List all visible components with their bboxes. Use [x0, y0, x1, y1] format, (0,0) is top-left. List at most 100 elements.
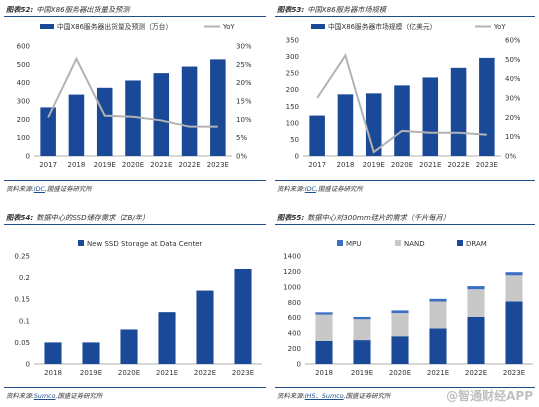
legend-label-line: YoY: [493, 23, 506, 31]
legend-swatch: [78, 240, 84, 246]
y2-tick-label: 60%: [505, 37, 521, 45]
y-tick-label: 1200: [283, 268, 301, 276]
bar: [196, 290, 214, 364]
bar: [365, 93, 382, 156]
bar: [422, 77, 439, 156]
source-rule: [275, 387, 535, 388]
bar-mpu: [391, 310, 409, 314]
y2-tick-label: 50%: [505, 56, 521, 64]
bar: [181, 66, 198, 156]
chart-title-55: 图表55: 数据中心对300mm硅片的需求（千片每月）: [277, 213, 450, 222]
y-tick-label: 200: [286, 86, 299, 94]
x-tick-label: 2018: [337, 161, 355, 169]
x-tick-label: 2021E: [419, 161, 441, 169]
x-tick-label: 2023E: [476, 161, 498, 169]
chart-54: 0 0.05 0.1 0.15 0.2 0.25 2018 2019E 2020E 2021E 20…: [14, 240, 262, 377]
legend-swatch: [457, 240, 463, 246]
legend-swatch-bar: [311, 24, 325, 29]
bar-dram: [429, 328, 447, 364]
chart-title-54: 图表54: 数据中心的SSD储存需求（ZB/年）: [6, 213, 150, 222]
bar-mpu: [429, 298, 447, 302]
x-tick-label: 2017: [308, 161, 326, 169]
y-tick-label: 400: [288, 330, 301, 338]
title-rule: [275, 16, 535, 17]
chart-source-53: 资料来源:IDC,国盛证券研究所: [277, 185, 363, 193]
y2-tick-label: 30%: [505, 95, 521, 103]
bar-nand: [353, 319, 371, 341]
bar-dram: [391, 336, 409, 364]
chart-52: 0 100 200 300 400 500 600 0% 5% 10% 15% 20% 25% 30% 20…: [17, 22, 252, 169]
y2-tick-label: 0%: [505, 153, 516, 161]
y-tick-label: 800: [288, 299, 301, 307]
bar: [40, 107, 56, 156]
bar-dram: [353, 340, 371, 364]
x-tick-label: 2023E: [232, 369, 254, 377]
y-tick-label: 100: [17, 134, 30, 142]
x-tick-label: 2022E: [194, 369, 216, 377]
chart-53: 0 50 100 150 200 250 300 350 0% 10% 20% 30% 40% 50% 60…: [286, 22, 521, 169]
y2-tick-label: 10%: [505, 133, 521, 141]
bar-mpu: [315, 312, 333, 315]
watermark: @智通财经APP: [446, 389, 533, 403]
x-tick-label: 2019E: [94, 161, 116, 169]
y2-tick-label: 10%: [236, 116, 252, 124]
bar: [68, 94, 85, 156]
bar: [125, 80, 141, 156]
bar-nand: [505, 275, 523, 302]
x-tick-label: 2022E: [178, 161, 200, 169]
bar: [120, 329, 138, 364]
chart-55: 0 200 400 600 800 1000 1200 1400 2018 2019E 2020E 2…: [283, 240, 533, 377]
y-tick-label: 100: [286, 119, 299, 127]
bar-dram: [467, 316, 485, 364]
chart-panel-52: 图表52: 中国X86服务器出货量及预测 0 100 200 300 400 500 600 0…: [0, 0, 268, 198]
y-tick-label: 1000: [283, 283, 301, 291]
source-rule: [275, 180, 535, 181]
y-tick-label: 0.05: [14, 339, 30, 347]
y2-tick-label: 15%: [236, 98, 252, 106]
x-tick-label: 2020E: [118, 369, 140, 377]
x-tick-label: 2023E: [207, 161, 229, 169]
yoy-line: [316, 53, 487, 154]
bar-nand: [467, 289, 485, 317]
bar-dram: [315, 340, 333, 364]
y-tick-label: 250: [286, 70, 299, 78]
chart-title-52: 图表52: 中国X86服务器出货量及预测: [6, 5, 130, 14]
y-tick-label: 300: [17, 98, 30, 106]
y-tick-label: 600: [17, 43, 30, 51]
y-tick-label: 500: [17, 61, 30, 69]
bar-mpu: [505, 272, 523, 276]
y-tick-label: 350: [286, 37, 299, 45]
bar: [44, 342, 62, 364]
chart-source-52: 资料来源:IDC,国盛证券研究所: [6, 185, 92, 193]
legend-swatch-bar: [40, 24, 54, 29]
y2-tick-label: 20%: [236, 79, 252, 87]
x-tick-label: 2019E: [351, 369, 373, 377]
x-tick-label: 2018: [68, 161, 86, 169]
y-tick-label: 0.25: [14, 253, 30, 261]
bar: [309, 115, 325, 156]
legend-label: New SSD Storage at Data Center: [87, 240, 202, 248]
legend-label: DRAM: [466, 240, 487, 248]
y-tick-label: 200: [288, 345, 301, 353]
title-rule: [275, 224, 535, 225]
x-tick-label: 2018: [315, 369, 333, 377]
y-tick-label: 0: [26, 361, 30, 369]
legend-swatch: [395, 240, 401, 246]
chart-panel-54: 图表54: 数据中心的SSD储存需求（ZB/年） 0 0.05 0.1 0.15 0.2 0…: [0, 208, 268, 407]
x-tick-label: 2018: [44, 369, 62, 377]
bar-nand: [391, 313, 409, 337]
chart-title-53: 图表53: 中国X86服务器市场规模: [277, 5, 387, 14]
bar-mpu: [467, 286, 485, 290]
x-tick-label: 2021E: [427, 369, 449, 377]
title-rule: [4, 224, 266, 225]
y2-tick-label: 40%: [505, 75, 521, 83]
source-rule: [4, 387, 266, 388]
chart-panel-53: 图表53: 中国X86服务器市场规模 0 50 100 150 200 250 300 350 0…: [271, 0, 539, 198]
yoy-line: [47, 56, 218, 128]
x-tick-label: 2023E: [503, 369, 525, 377]
y-tick-label: 0.1: [19, 317, 30, 325]
x-tick-label: 2021E: [156, 369, 178, 377]
source-rule: [4, 180, 266, 181]
y-tick-label: 0.2: [19, 274, 30, 282]
y-tick-label: 600: [288, 314, 301, 322]
